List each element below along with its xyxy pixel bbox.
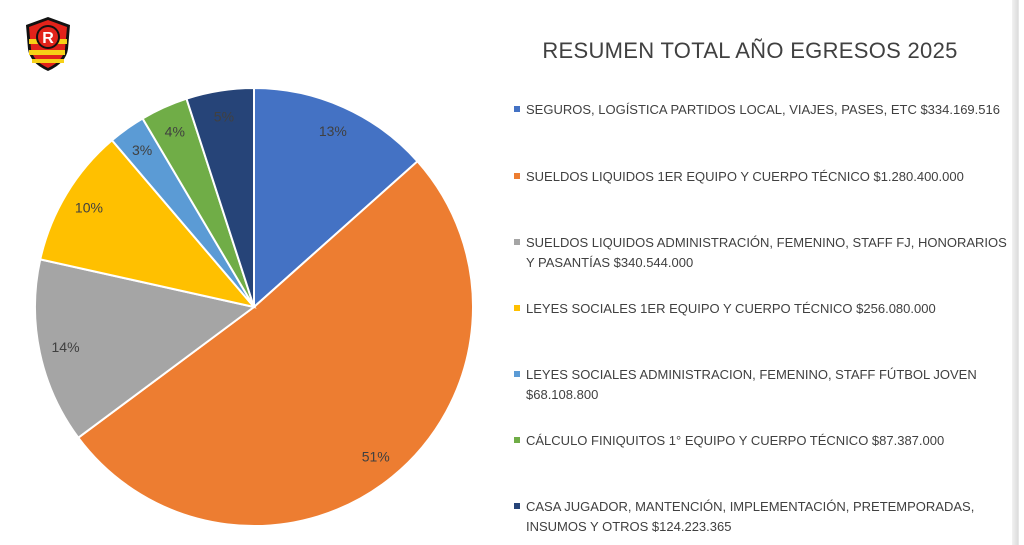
- legend-label: CASA JUGADOR, MANTENCIÓN, IMPLEMENTACIÓN…: [526, 499, 975, 534]
- pie-chart: 13% 51% 14% 10% 3% 4% 5%: [34, 86, 474, 527]
- legend-swatch: [514, 305, 520, 311]
- legend-label: LEYES SOCIALES 1ER EQUIPO Y CUERPO TÉCNI…: [526, 301, 936, 316]
- club-crest-icon: R: [26, 17, 70, 71]
- crest-letter: R: [42, 30, 54, 47]
- legend-item-4: LEYES SOCIALES ADMINISTRACION, FEMENINO,…: [514, 366, 1009, 405]
- pie-percent-label-3: 10%: [75, 200, 103, 216]
- legend-item-6: CASA JUGADOR, MANTENCIÓN, IMPLEMENTACIÓN…: [514, 498, 1009, 537]
- legend-swatch: [514, 106, 520, 112]
- page-edge-shadow: [1012, 0, 1018, 545]
- legend-swatch: [514, 173, 520, 179]
- legend-item-5: CÁLCULO FINIQUITOS 1° EQUIPO Y CUERPO TÉ…: [514, 432, 1009, 451]
- chart-title: RESUMEN TOTAL AÑO EGRESOS 2025: [542, 38, 958, 63]
- legend-item-0: SEGUROS, LOGÍSTICA PARTIDOS LOCAL, VIAJE…: [514, 101, 1009, 120]
- pie-percent-label-4: 3%: [132, 142, 152, 158]
- legend-swatch: [514, 503, 520, 509]
- pie-slice-6: [185, 86, 255, 308]
- club-crest-logo: R: [22, 15, 74, 73]
- legend-label: SEGUROS, LOGÍSTICA PARTIDOS LOCAL, VIAJE…: [526, 102, 1000, 117]
- pie-slice-2: [34, 258, 257, 440]
- pie-percent-label-0: 13%: [319, 123, 347, 139]
- pie-percent-label-1: 51%: [362, 448, 390, 464]
- legend-swatch: [514, 437, 520, 443]
- pie-percent-label-6: 5%: [214, 109, 234, 125]
- legend-label: SUELDOS LIQUIDOS 1ER EQUIPO Y CUERPO TÉC…: [526, 169, 964, 184]
- legend-label: LEYES SOCIALES ADMINISTRACION, FEMENINO,…: [526, 367, 977, 402]
- legend-item-2: SUELDOS LIQUIDOS ADMINISTRACIÓN, FEMENIN…: [514, 234, 1009, 273]
- legend-label: CÁLCULO FINIQUITOS 1° EQUIPO Y CUERPO TÉ…: [526, 433, 945, 448]
- legend-swatch: [514, 239, 520, 245]
- pie-slice-1: [76, 159, 474, 527]
- legend-label: SUELDOS LIQUIDOS ADMINISTRACIÓN, FEMENIN…: [526, 235, 1007, 270]
- pie-slice-3: [39, 138, 257, 309]
- pie-percent-label-5: 4%: [165, 123, 185, 139]
- legend-item-3: LEYES SOCIALES 1ER EQUIPO Y CUERPO TÉCNI…: [514, 300, 1009, 319]
- pie-slice-0: [253, 86, 419, 310]
- legend-swatch: [514, 371, 520, 377]
- legend-item-1: SUELDOS LIQUIDOS 1ER EQUIPO Y CUERPO TÉC…: [514, 168, 1009, 187]
- pie-percent-label-2: 14%: [52, 339, 80, 355]
